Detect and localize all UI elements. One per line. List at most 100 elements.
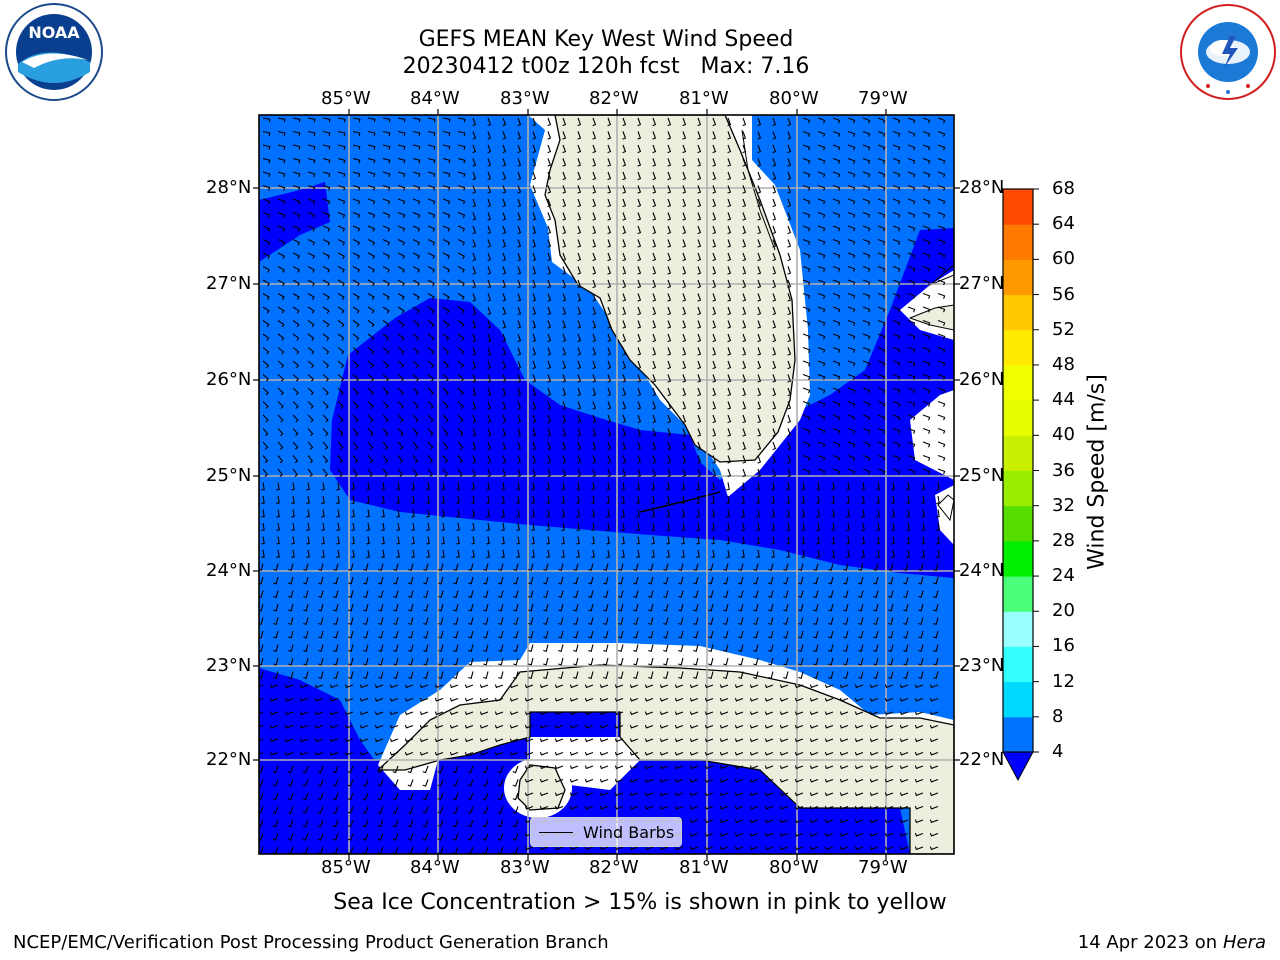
wind-barb xyxy=(407,819,414,828)
wind-barb xyxy=(471,482,475,491)
wind-barb xyxy=(382,171,391,178)
wind-barb xyxy=(937,144,946,151)
wind-barb xyxy=(261,482,265,491)
wind-barb xyxy=(276,482,280,491)
wind-barb xyxy=(693,617,699,625)
wind-barb xyxy=(344,684,354,689)
wind-barb xyxy=(862,306,871,313)
wind-barb xyxy=(292,117,301,123)
wind-barb xyxy=(513,603,519,612)
wind-barb xyxy=(607,414,612,424)
wind-barb xyxy=(453,576,459,585)
wind-barb xyxy=(712,131,717,140)
wind-barb xyxy=(907,225,916,232)
wind-barb xyxy=(742,225,747,235)
wind-barb xyxy=(742,279,747,289)
wind-barb xyxy=(719,832,729,837)
wind-barb xyxy=(393,563,399,571)
wind-barb xyxy=(427,347,435,355)
wind-barb xyxy=(779,792,789,797)
wind-barb xyxy=(599,778,609,783)
wind-barb xyxy=(419,697,429,702)
wind-barb xyxy=(727,306,732,316)
wind-barb xyxy=(457,171,466,178)
wind-barb xyxy=(509,711,519,716)
wind-barb xyxy=(712,144,717,154)
wind-barb xyxy=(299,751,309,756)
wind-barb xyxy=(711,482,715,491)
colorbar-tick-label: 52 xyxy=(1052,318,1075,340)
wind-barb xyxy=(772,428,777,437)
wind-barb xyxy=(592,333,597,343)
wind-barb xyxy=(637,333,642,343)
wind-barb xyxy=(434,711,444,716)
wind-barb xyxy=(644,751,654,756)
wind-barb xyxy=(614,846,624,851)
wind-barb xyxy=(259,724,264,728)
wind-barb xyxy=(502,158,507,167)
wind-barb xyxy=(921,549,925,558)
wind-barb xyxy=(831,509,835,518)
wind-barb xyxy=(734,711,744,716)
wind-barb xyxy=(352,171,361,178)
wind-barb xyxy=(802,171,811,178)
wind-barb xyxy=(577,171,582,181)
wind-barb xyxy=(273,617,279,625)
wind-barb xyxy=(809,724,819,729)
lat-label-right-24: 24°N xyxy=(959,560,1005,581)
lon-label-top-80: 80°W xyxy=(769,88,819,109)
wind-barb xyxy=(442,239,451,246)
wind-barb xyxy=(607,158,612,167)
wind-barb xyxy=(472,212,477,221)
wind-barb xyxy=(404,738,414,743)
colorbar-tick-label: 60 xyxy=(1052,248,1075,270)
map-legend: Wind Barbs xyxy=(530,817,682,847)
wind-barb xyxy=(749,778,759,783)
wind-barb xyxy=(532,131,537,140)
wind-barb xyxy=(547,306,552,316)
wind-barb xyxy=(562,198,567,208)
wind-barb xyxy=(457,157,466,164)
wind-barb xyxy=(412,266,420,273)
wind-barb xyxy=(576,509,580,518)
wind-barb xyxy=(352,117,361,123)
wind-barb xyxy=(697,252,702,262)
wind-barb xyxy=(771,482,775,491)
wind-barb xyxy=(314,684,324,689)
wind-barb xyxy=(532,279,537,289)
wind-barb xyxy=(637,468,642,478)
wind-barb xyxy=(547,333,552,343)
wind-barb xyxy=(352,374,360,382)
wind-barb xyxy=(502,293,507,302)
wind-barb xyxy=(547,252,552,262)
wind-barb xyxy=(498,603,504,612)
wind-barb xyxy=(689,765,699,770)
wind-barb xyxy=(591,522,595,531)
wind-barb xyxy=(892,238,901,245)
wind-barb xyxy=(497,765,504,774)
colorbar-tick-label: 32 xyxy=(1052,494,1075,516)
wind-barb xyxy=(487,347,492,356)
wind-barb xyxy=(337,293,345,300)
wind-barb xyxy=(592,347,597,356)
wind-barb xyxy=(576,522,580,531)
wind-barb xyxy=(547,428,552,437)
wind-barb xyxy=(569,805,579,810)
wind-barb xyxy=(704,751,714,756)
wind-barb xyxy=(708,603,714,612)
wind-barb xyxy=(393,590,399,598)
wind-barb xyxy=(937,225,946,232)
wind-barb xyxy=(809,751,819,756)
wind-barb xyxy=(546,495,550,504)
wind-barb xyxy=(442,360,450,369)
sea-ice-note: Sea Ice Concentration > 15% is shown in … xyxy=(333,890,947,915)
wind-barb xyxy=(539,751,549,756)
wind-barb xyxy=(337,306,345,314)
wind-barb xyxy=(862,225,871,232)
wind-barb xyxy=(734,724,744,729)
wind-barb xyxy=(374,711,384,716)
wind-barb xyxy=(689,684,699,689)
wind-barb xyxy=(738,590,744,598)
lat-label-left-25: 25°N xyxy=(206,465,252,486)
wind-barb xyxy=(427,320,435,328)
